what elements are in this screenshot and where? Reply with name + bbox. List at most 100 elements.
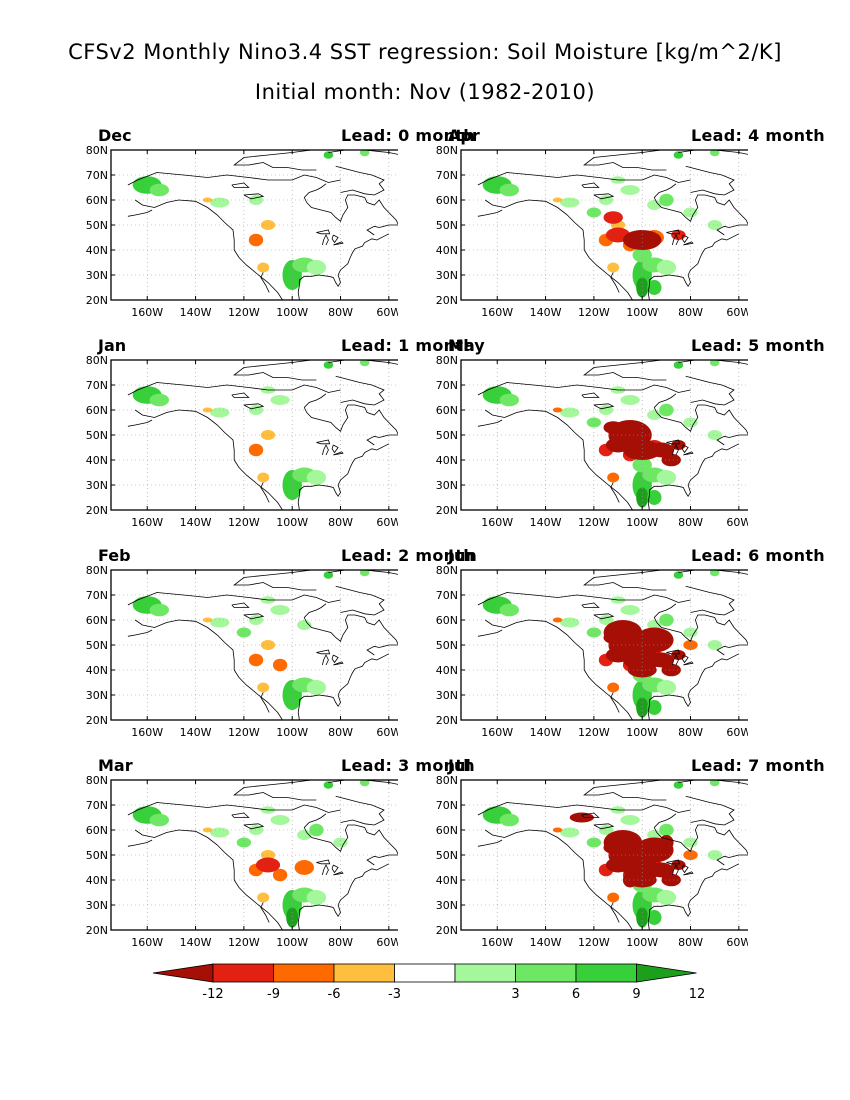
positive-anomaly-patch xyxy=(359,360,370,367)
lon-tick-label: 60W xyxy=(726,306,748,319)
lon-tick-label: 140W xyxy=(180,306,212,319)
panel-month-label: Dec xyxy=(98,126,132,145)
lon-tick-label: 120W xyxy=(228,306,260,319)
negative-anomaly-patch xyxy=(607,682,620,693)
lat-tick-label: 60N xyxy=(86,614,108,627)
positive-anomaly-patch xyxy=(656,680,677,695)
lat-tick-label: 50N xyxy=(86,429,108,442)
lon-tick-label: 80W xyxy=(328,726,353,739)
negative-anomaly-patch xyxy=(272,658,288,672)
positive-anomaly-patch xyxy=(620,815,640,825)
negative-anomaly-patch xyxy=(635,627,674,653)
colorbar-segment xyxy=(394,963,456,983)
panel-lead-label: Lead: 3 month xyxy=(341,756,475,775)
lat-tick-label: 20N xyxy=(436,294,458,307)
lon-tick-label: 120W xyxy=(578,306,610,319)
map-plot: 80N 70N 60N 50N 40N 30N 20N 160W 140W 120W 100W 80W… xyxy=(86,354,398,529)
lon-tick-label: 60W xyxy=(376,516,398,529)
negative-anomaly-patch xyxy=(607,892,620,903)
lat-tick-label: 20N xyxy=(436,714,458,727)
positive-anomaly-patch xyxy=(636,907,649,928)
negative-anomaly-patch xyxy=(649,442,674,458)
lat-tick-label: 50N xyxy=(436,639,458,652)
lat-tick-label: 50N xyxy=(86,639,108,652)
positive-anomaly-patch xyxy=(560,827,580,838)
positive-anomaly-patch xyxy=(359,570,370,577)
panel-month-label: Mar xyxy=(98,756,133,775)
positive-anomaly-patch xyxy=(323,361,334,369)
negative-anomaly-patch xyxy=(649,862,674,878)
positive-anomaly-patch xyxy=(306,260,327,275)
positive-anomaly-patch xyxy=(586,207,602,218)
negative-anomaly-patch xyxy=(649,652,674,668)
lon-tick-label: 160W xyxy=(131,726,163,739)
lat-tick-label: 80N xyxy=(86,144,108,157)
negative-anomaly-patch xyxy=(272,868,288,882)
positive-anomaly-patch xyxy=(586,417,602,428)
map-panel-feb: Feb Lead: 2 month 80N 70N 60N 50N 40N 30N 20N 160… xyxy=(85,546,475,756)
colorbar-segment xyxy=(212,963,274,983)
lat-tick-label: 40N xyxy=(86,874,108,887)
positive-anomaly-patch xyxy=(586,627,602,638)
positive-anomaly-patch xyxy=(709,150,720,157)
negative-anomaly-patch xyxy=(248,653,264,667)
lat-tick-label: 40N xyxy=(86,244,108,257)
lat-tick-label: 40N xyxy=(436,664,458,677)
map-plot: 80N 70N 60N 50N 40N 30N 20N 160W 140W 120W 100W 80W… xyxy=(86,774,398,949)
positive-anomaly-patch xyxy=(499,603,519,617)
negative-anomaly-patch xyxy=(248,443,264,457)
panel-lead-label: Lead: 4 month xyxy=(691,126,825,145)
positive-anomaly-patch xyxy=(499,393,519,407)
positive-anomaly-patch xyxy=(210,407,230,418)
lat-tick-label: 70N xyxy=(436,379,458,392)
positive-anomaly-patch xyxy=(297,620,312,630)
positive-anomaly-patch xyxy=(636,277,649,298)
negative-anomaly-patch xyxy=(607,262,620,273)
lat-tick-label: 70N xyxy=(86,379,108,392)
lat-tick-label: 40N xyxy=(86,664,108,677)
lon-tick-label: 120W xyxy=(228,726,260,739)
lat-tick-label: 30N xyxy=(436,479,458,492)
colorbar-tick-label: 3 xyxy=(511,987,519,1002)
negative-anomaly-patch xyxy=(661,663,681,677)
lat-tick-label: 40N xyxy=(436,874,458,887)
lon-tick-label: 100W xyxy=(276,306,308,319)
positive-anomaly-patch xyxy=(656,470,677,485)
positive-anomaly-patch xyxy=(286,907,299,928)
positive-anomaly-patch xyxy=(647,490,662,505)
lon-tick-label: 120W xyxy=(578,936,610,949)
positive-anomaly-patch xyxy=(323,571,334,579)
map-panel-jul: Jul Lead: 7 month 80N 70N 60N 50N 40N 30N 20N 160… xyxy=(435,756,825,966)
lon-tick-label: 60W xyxy=(726,726,748,739)
lon-tick-label: 120W xyxy=(228,516,260,529)
positive-anomaly-patch xyxy=(673,361,684,369)
lat-tick-label: 60N xyxy=(436,404,458,417)
lat-tick-label: 40N xyxy=(436,244,458,257)
positive-anomaly-patch xyxy=(707,850,722,860)
lon-tick-label: 160W xyxy=(131,306,163,319)
negative-anomaly-patch xyxy=(257,682,270,693)
lon-tick-label: 100W xyxy=(626,516,658,529)
lon-tick-label: 160W xyxy=(481,306,513,319)
lat-tick-label: 50N xyxy=(86,849,108,862)
lon-tick-label: 160W xyxy=(131,936,163,949)
lat-tick-label: 30N xyxy=(436,269,458,282)
lat-tick-label: 70N xyxy=(436,589,458,602)
lon-tick-label: 80W xyxy=(678,936,703,949)
positive-anomaly-patch xyxy=(620,395,640,405)
lon-tick-label: 140W xyxy=(180,516,212,529)
panel-lead-label: Lead: 7 month xyxy=(691,756,825,775)
panel-lead-label: Lead: 1 month xyxy=(341,336,475,355)
positive-anomaly-patch xyxy=(333,837,348,848)
positive-anomaly-patch xyxy=(620,185,640,195)
positive-anomaly-patch xyxy=(620,605,640,615)
positive-anomaly-patch xyxy=(560,407,580,418)
lon-tick-label: 80W xyxy=(328,936,353,949)
lat-tick-label: 70N xyxy=(86,169,108,182)
map-plot: 80N 70N 60N 50N 40N 30N 20N 160W 140W 120W 100W 80W… xyxy=(86,564,398,739)
colorbar-tick-label: 6 xyxy=(572,987,580,1002)
lat-tick-label: 50N xyxy=(436,849,458,862)
colorbar-tick-label: -6 xyxy=(328,987,341,1002)
positive-anomaly-patch xyxy=(359,780,370,787)
positive-anomaly-patch xyxy=(707,220,722,230)
